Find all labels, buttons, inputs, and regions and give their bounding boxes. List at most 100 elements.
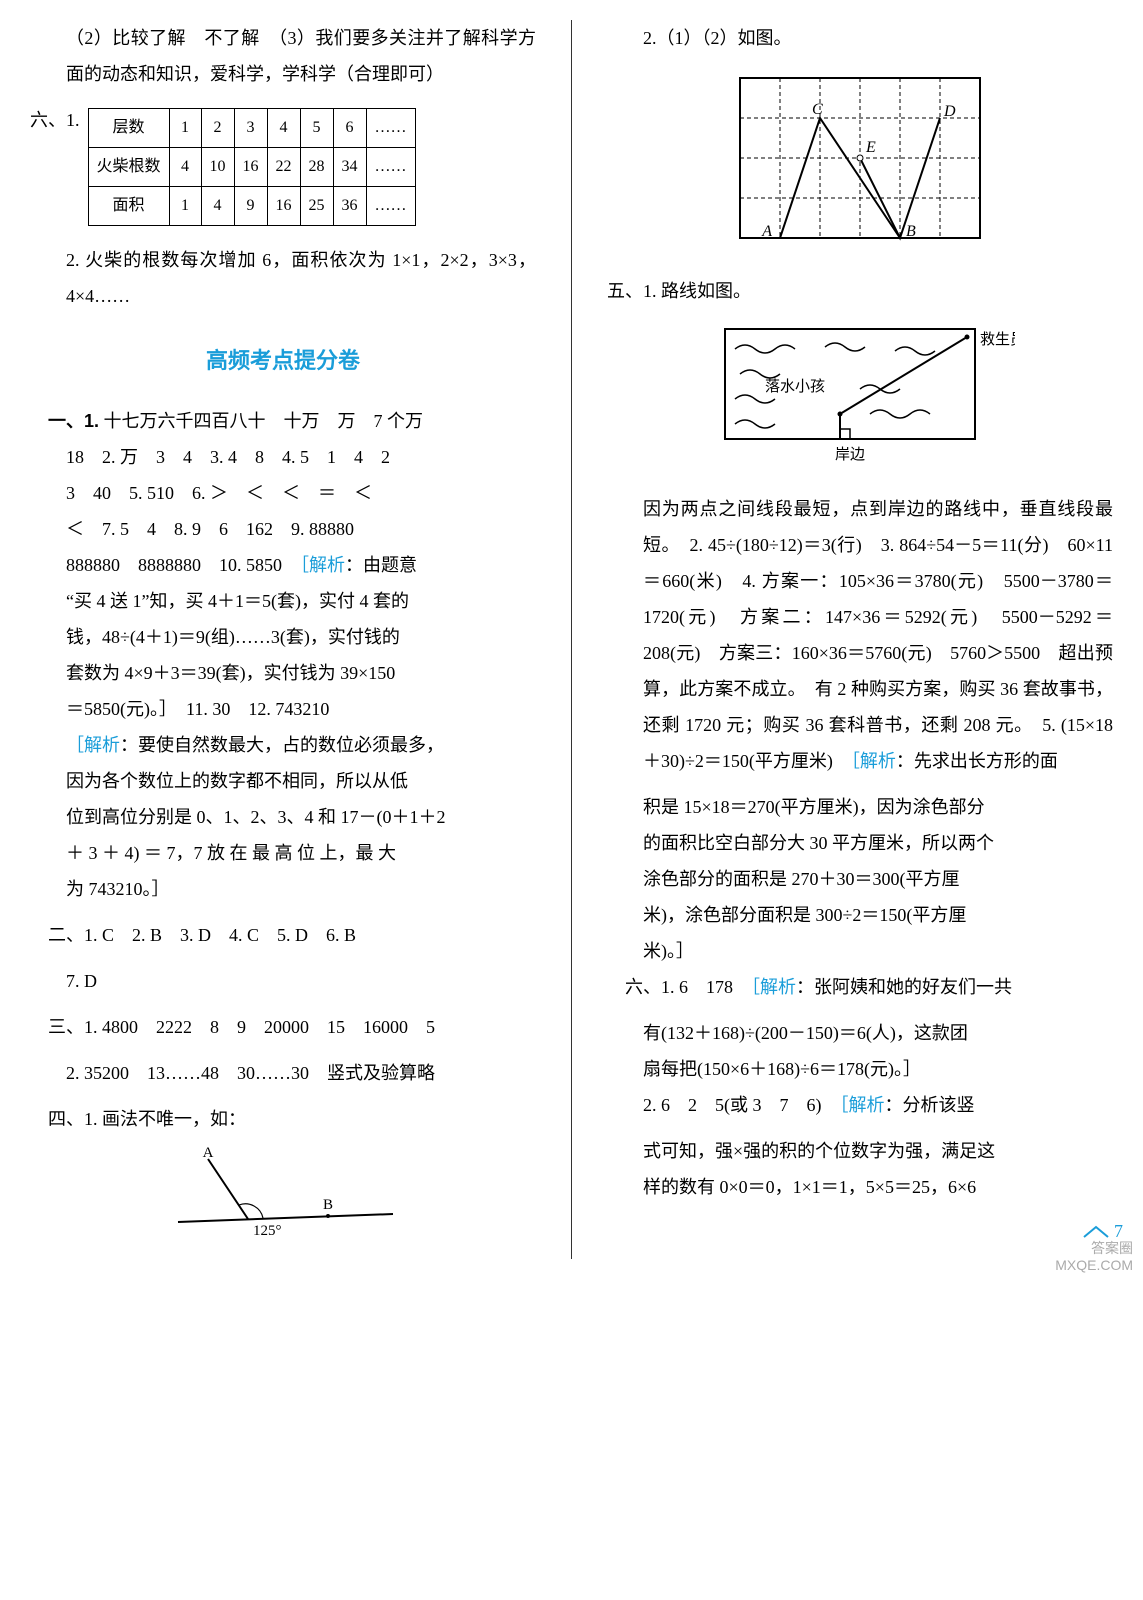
q-label: 一、1.: [48, 411, 99, 431]
section-title: 高频考点提分卷: [30, 339, 536, 383]
text: 位到高位分别是 0、1、2、3、4 和 17－(0＋1＋2: [30, 799, 536, 835]
text: ＝5850(元)。］: [66, 699, 186, 719]
cell: ……: [366, 148, 415, 187]
cell: 2: [201, 109, 234, 148]
section-2: 二、1. C 2. B 3. D 4. C 5. D 6. B: [30, 917, 536, 953]
cell: ……: [366, 187, 415, 226]
section-3b: 2. 35200 13……48 30……30 竖式及验算略: [30, 1055, 536, 1091]
text: 888880 8888880 10. 5850: [66, 555, 300, 575]
cell: 28: [300, 148, 333, 187]
label-B: B: [906, 223, 916, 240]
r-paragraph-1: 因为两点之间线段最短，点到岸边的路线中，垂直线段最短。 2. 45÷(180÷1…: [607, 491, 1113, 779]
cell: 22: [267, 148, 300, 187]
text: 十七万六千四百八十 十万 万 7 个万: [104, 411, 424, 431]
jiexi-label: ［解析: [751, 977, 796, 997]
text: 因为各个数位上的数字都不相同，所以从低: [30, 763, 536, 799]
r-5: 五、1. 路线如图。: [607, 273, 1113, 309]
page-number-text: 7: [1114, 1221, 1123, 1241]
text: “买 4 送 1”知，买 4＋1＝5(套)，实付 4 套的: [30, 583, 536, 619]
text: 有(132＋168)÷(200－150)＝6(人)，这款团: [607, 1015, 1113, 1051]
section-4: 四、1. 画法不唯一，如：: [30, 1101, 536, 1137]
text: 的面积比空白部分大 30 平方厘米，所以两个: [607, 825, 1113, 861]
cell: 火柴根数: [88, 148, 169, 187]
cell: 10: [201, 148, 234, 187]
r-6-2: 2. 6 2 5(或 3 7 6) ［解析：分析该竖: [607, 1087, 1113, 1123]
cell: 34: [333, 148, 366, 187]
watermark-line1: 答案圈: [1055, 1240, 1133, 1257]
label-C: C: [812, 101, 823, 118]
jiexi-label: ［解析: [66, 735, 120, 755]
section-6-1: 六、1. 层数 1 2 3 4 5 6 …… 火柴根数 4 10 16: [30, 102, 536, 232]
text: 六、1. 6 178: [625, 977, 751, 997]
cell: 4: [169, 148, 201, 187]
cell: 36: [333, 187, 366, 226]
text: 涂色部分的面积是 270＋30＝300(平方厘: [607, 861, 1113, 897]
angle-figure: A B 125°: [30, 1147, 536, 1249]
cell: ……: [366, 109, 415, 148]
jiexi-label: ［解析: [851, 751, 896, 771]
section-3: 三、1. 4800 2222 8 9 20000 15 16000 5: [30, 1009, 536, 1045]
section-6-2: 2. 火柴的根数每次增加 6，面积依次为 1×1，2×2，3×3，4×4……: [30, 242, 536, 314]
label-shore: 岸边: [835, 446, 865, 463]
text: 样的数有 0×0＝0，1×1＝1，5×5＝25，6×6: [607, 1169, 1113, 1205]
cell: 16: [267, 187, 300, 226]
cell: 5: [300, 109, 333, 148]
text: 11. 30 12. 743210: [186, 699, 329, 719]
text: 扇每把(150×6＋168)÷6＝178(元)。］: [607, 1051, 1113, 1087]
angle-value: 125°: [253, 1223, 282, 1237]
inline-row: ［解析：要使自然数最大，占的数位必须最多，: [30, 727, 536, 763]
column-divider: [571, 20, 572, 1259]
inline-row: 888880 8888880 10. 5850 ［解析：由题意: [30, 547, 536, 583]
label-B: B: [323, 1197, 333, 1213]
text: 米)。］: [607, 933, 1113, 969]
text: ：由题意: [345, 555, 417, 575]
text: ＋ 3 ＋ 4) ＝ 7，7 放 在 最 高 位 上，最 大: [30, 835, 536, 871]
jiexi-label: ［解析: [840, 1095, 885, 1115]
inline-row: ＝5850(元)。］ 11. 30 12. 743210: [30, 691, 536, 727]
layer-table: 层数 1 2 3 4 5 6 …… 火柴根数 4 10 16 22 28 34: [88, 108, 416, 226]
cell: 4: [267, 109, 300, 148]
route-figure: 救生员 落水小孩 岸边: [607, 319, 1113, 481]
text: ：分析该竖: [885, 1095, 975, 1115]
section-1: 一、1. 十七万六千四百八十 十万 万 7 个万 18 2. 万 3 4 3. …: [30, 403, 536, 907]
text: ：张阿姨和她的好友们一共: [796, 977, 1012, 997]
cell: 1: [169, 187, 201, 226]
cell: 4: [201, 187, 234, 226]
label-lifeguard: 救生员: [980, 331, 1015, 348]
cell: 6: [333, 109, 366, 148]
watermark: 答案圈 MXQE.COM: [1055, 1240, 1133, 1274]
text: 为 743210。］: [30, 871, 536, 907]
label-child: 落水小孩: [765, 378, 825, 395]
left-column: （2）比较了解 不了解 （3）我们要多关注并了解科学方面的动态和知识，爱科学，学…: [30, 20, 536, 1259]
cell: 25: [300, 187, 333, 226]
label-A: A: [203, 1147, 214, 1161]
text: 积是 15×18＝270(平方厘米)，因为涂色部分: [607, 789, 1113, 825]
text: ：先求出长方形的面: [896, 751, 1058, 771]
text: 18 2. 万 3 4 3. 4 8 4. 5 1 4 2: [30, 439, 536, 475]
text: 3 40 5. 510 6. ＞ ＜ ＜ ＝ ＜: [30, 475, 536, 511]
text: 钱，48÷(4＋1)＝9(组)……3(套)，实付钱的: [30, 619, 536, 655]
text: 套数为 4×9＋3＝39(套)，实付钱为 39×150: [30, 655, 536, 691]
r-2: 2.（1）（2）如图。: [607, 20, 1113, 56]
cell: 9: [234, 187, 267, 226]
jiexi-label: ［解析: [300, 555, 345, 575]
top-paragraph: （2）比较了解 不了解 （3）我们要多关注并了解科学方面的动态和知识，爱科学，学…: [30, 20, 536, 92]
watermark-line2: MXQE.COM: [1055, 1257, 1133, 1274]
text: 米)，涂色部分面积是 300÷2＝150(平方厘: [607, 897, 1113, 933]
grid-figure: A B C D E: [607, 66, 1113, 263]
text: 因为两点之间线段最短，点到岸边的路线中，垂直线段最短。 2. 45÷(180÷1…: [643, 499, 1113, 771]
right-column: 2.（1）（2）如图。: [607, 20, 1113, 1259]
label-E: E: [865, 139, 876, 156]
cell: 1: [169, 109, 201, 148]
r-6: 六、1. 6 178 ［解析：张阿姨和她的好友们一共: [607, 969, 1113, 1005]
text: ＜ 7. 5 4 8. 9 6 162 9. 88880: [30, 511, 536, 547]
label-A: A: [761, 223, 772, 240]
cell: 3: [234, 109, 267, 148]
text: 2. 6 2 5(或 3 7 6): [643, 1095, 840, 1115]
text: ：要使自然数最大，占的数位必须最多，: [120, 735, 444, 755]
two-column-layout: （2）比较了解 不了解 （3）我们要多关注并了解科学方面的动态和知识，爱科学，学…: [30, 20, 1113, 1259]
label-D: D: [943, 103, 956, 120]
cell: 面积: [88, 187, 169, 226]
section-label: 六、1.: [30, 102, 80, 138]
text: 式可知，强×强的积的个位数字为强，满足这: [607, 1133, 1113, 1169]
